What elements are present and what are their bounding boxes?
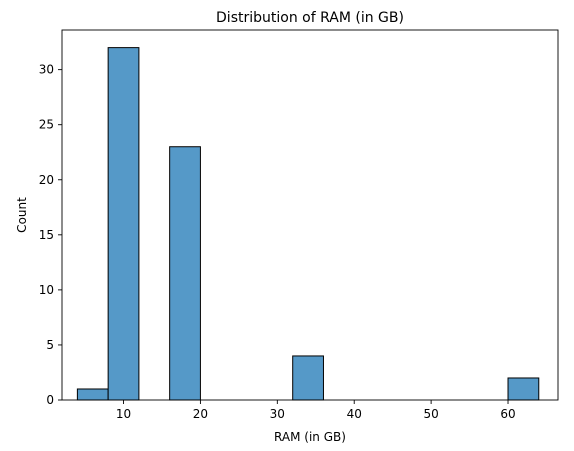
x-axis-ticks: 10 20 30 40 50 60 [116, 400, 516, 421]
y-tick-label: 30 [39, 63, 54, 77]
histogram-bar-14 [507, 377, 540, 401]
bars-group [76, 47, 540, 401]
histogram-bar-3 [169, 146, 201, 401]
y-tick-label: 5 [46, 338, 54, 352]
x-tick-label: 50 [423, 407, 438, 421]
y-axis-ticks: 0 5 10 15 20 25 30 [39, 63, 62, 407]
x-axis-label: RAM (in GB) [274, 430, 346, 444]
histogram-bar-0 [76, 388, 109, 401]
y-tick-label: 15 [39, 228, 54, 242]
y-tick-label: 0 [46, 393, 54, 407]
x-tick-label: 20 [193, 407, 208, 421]
chart-title: Distribution of RAM (in GB) [216, 10, 404, 26]
histogram-bar-1 [107, 47, 140, 401]
x-tick-label: 40 [347, 407, 362, 421]
histogram-bar-7 [292, 355, 324, 401]
x-tick-label: 10 [116, 407, 131, 421]
x-tick-label: 60 [500, 407, 515, 421]
x-tick-label: 30 [270, 407, 285, 421]
y-axis-label: Count [15, 197, 29, 233]
y-tick-label: 25 [39, 118, 54, 132]
y-tick-label: 20 [39, 173, 54, 187]
y-tick-label: 10 [39, 283, 54, 297]
plot-frame [61, 29, 559, 401]
